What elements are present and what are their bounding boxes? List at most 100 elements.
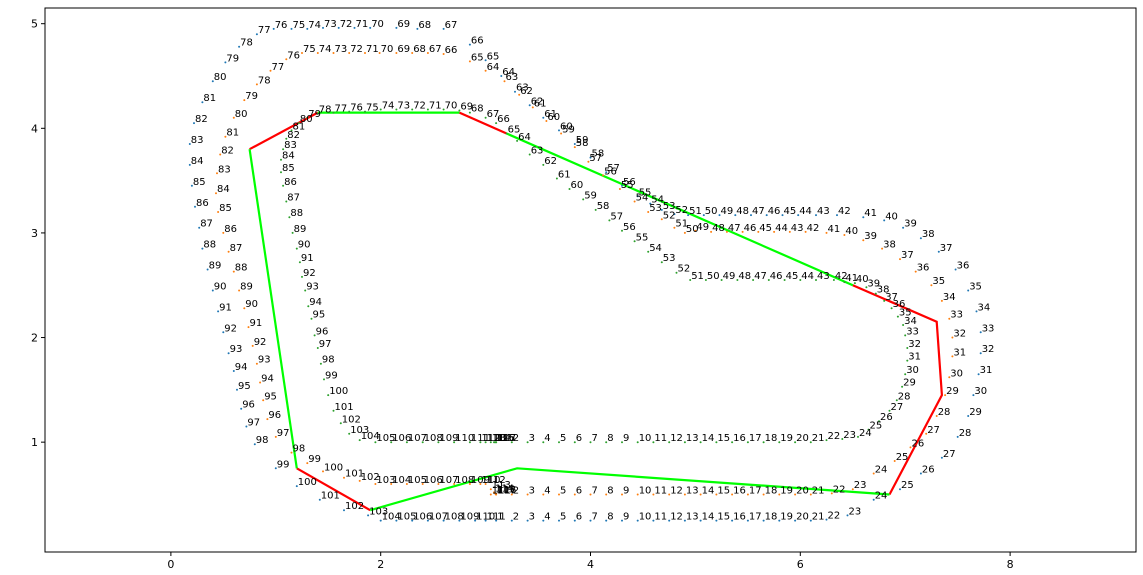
point-label: 30	[906, 365, 919, 376]
data-point	[526, 441, 529, 444]
point-label: 41	[864, 208, 877, 219]
data-point	[621, 184, 623, 187]
point-label: 32	[982, 344, 995, 355]
point-label: 38	[883, 240, 896, 251]
data-point	[542, 519, 545, 522]
data-point	[304, 289, 307, 292]
point-label: 28	[898, 391, 911, 402]
data-point	[390, 483, 393, 485]
point-label: 47	[754, 271, 767, 282]
point-label: 59	[584, 190, 597, 201]
point-label: 9	[623, 512, 629, 523]
point-label: 102	[342, 414, 361, 425]
point-label: 73	[397, 101, 410, 112]
point-label: 111	[471, 433, 490, 444]
data-point	[510, 519, 513, 522]
point-label: 22	[828, 431, 841, 442]
data-point	[343, 476, 345, 479]
point-label: 73	[335, 44, 348, 55]
data-point	[633, 240, 636, 243]
data-point	[951, 355, 954, 358]
data-point	[503, 80, 506, 83]
point-label: 26	[922, 465, 935, 476]
x-tick-label: 0	[167, 558, 174, 571]
data-point	[778, 519, 781, 522]
point-label: 49	[723, 271, 736, 282]
point-label: 80	[300, 114, 313, 125]
x-tick-label: 8	[1007, 558, 1014, 571]
point-label: 97	[247, 418, 260, 429]
point-label: 25	[901, 480, 914, 491]
data-point	[830, 492, 833, 495]
point-label: 21	[812, 512, 825, 523]
data-point	[781, 214, 784, 217]
point-label: 4	[544, 486, 550, 497]
data-point	[573, 519, 576, 522]
point-label: 108	[455, 475, 474, 486]
data-point	[272, 27, 275, 30]
point-label: 105	[408, 475, 427, 486]
data-point	[972, 394, 975, 397]
data-point	[484, 519, 487, 522]
point-label: 25	[870, 421, 883, 432]
data-point	[282, 148, 285, 151]
point-label: 28	[959, 428, 972, 439]
data-point	[919, 237, 922, 240]
point-label: 44	[775, 223, 788, 234]
point-label: 7	[592, 486, 598, 497]
point-label: 46	[744, 223, 757, 234]
point-label: 69	[460, 102, 473, 113]
data-point	[765, 214, 768, 217]
point-label: 116	[496, 433, 515, 444]
data-point	[841, 438, 844, 440]
data-point	[815, 214, 817, 217]
data-point	[621, 229, 623, 232]
data-point	[573, 143, 576, 145]
data-point	[206, 268, 209, 271]
data-point	[874, 292, 877, 295]
data-point	[605, 493, 608, 496]
point-label: 47	[728, 223, 741, 234]
point-label: 75	[366, 103, 379, 114]
data-point	[902, 226, 905, 229]
data-point	[815, 279, 817, 281]
data-point	[348, 52, 351, 54]
point-label: 34	[978, 302, 991, 313]
data-point	[232, 370, 235, 372]
data-point	[528, 153, 531, 156]
point-label: 52	[678, 264, 691, 275]
data-point	[741, 230, 744, 233]
point-label: 68	[471, 104, 484, 115]
point-label: 27	[943, 449, 956, 460]
data-point	[307, 305, 310, 308]
point-label: 51	[675, 219, 688, 230]
point-label: 35	[899, 308, 912, 319]
data-point	[881, 247, 884, 250]
point-label: 15	[717, 512, 730, 523]
data-point	[948, 376, 951, 379]
data-point	[310, 317, 313, 320]
data-point	[516, 139, 519, 142]
point-label: 87	[287, 193, 300, 204]
point-label: 114	[492, 433, 511, 444]
data-point	[369, 26, 372, 29]
point-label: 55	[639, 187, 652, 198]
data-point	[358, 479, 361, 482]
point-label: 19	[780, 486, 793, 497]
data-point	[683, 441, 686, 444]
data-point	[374, 441, 377, 444]
point-label: 90	[298, 240, 311, 251]
point-label: 48	[736, 206, 749, 217]
point-label: 102	[345, 501, 364, 512]
point-label: 78	[258, 75, 271, 86]
point-label: 16	[733, 512, 746, 523]
data-point	[731, 493, 734, 496]
point-label: 72	[350, 44, 363, 55]
point-label: 12	[670, 433, 683, 444]
data-point	[718, 214, 721, 217]
point-label: 57	[610, 211, 623, 222]
point-label: 93	[258, 355, 271, 366]
data-point	[322, 26, 324, 29]
point-label: 20	[796, 486, 809, 497]
